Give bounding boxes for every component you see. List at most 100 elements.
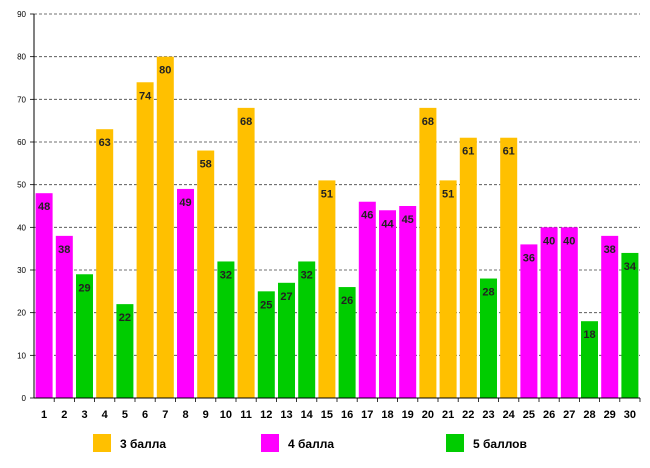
- y-tick-label: 10: [17, 351, 26, 360]
- data-label: 40: [563, 235, 575, 247]
- bar: [318, 180, 336, 398]
- x-tick-label: 7: [162, 409, 168, 421]
- bar: [621, 252, 639, 398]
- x-tick-label: 23: [482, 409, 494, 421]
- x-tick-label: 13: [280, 409, 292, 421]
- y-tick-label: 40: [17, 223, 26, 232]
- data-label: 44: [381, 218, 394, 230]
- legend-label: 5 баллов: [473, 437, 527, 451]
- x-tick-label: 19: [402, 409, 414, 421]
- x-tick-label: 12: [260, 409, 272, 421]
- bar: [358, 201, 376, 398]
- bar: [197, 150, 215, 398]
- data-label: 32: [301, 269, 313, 281]
- x-tick-label: 26: [543, 409, 555, 421]
- bar: [500, 137, 518, 398]
- x-tick-label: 21: [442, 409, 454, 421]
- y-tick-label: 50: [17, 181, 26, 190]
- data-label: 48: [38, 201, 50, 213]
- data-label: 68: [240, 116, 252, 128]
- bars: 48 38 29 63 22 74 80 49 58 32 68 25 27 32 51 26 46 44 45 68…: [35, 56, 639, 399]
- x-tick-label: 4: [102, 409, 109, 421]
- data-label: 18: [583, 329, 595, 341]
- x-tick-label: 15: [321, 409, 333, 421]
- bar: [278, 282, 295, 398]
- x-tick-label: 28: [583, 409, 595, 421]
- data-label: 49: [179, 197, 191, 209]
- data-label: 74: [139, 90, 152, 102]
- data-label: 32: [220, 269, 232, 281]
- bar: [257, 291, 275, 398]
- bar: [177, 188, 194, 398]
- x-tick-label: 16: [341, 409, 353, 421]
- bar: [601, 235, 619, 398]
- bar: [116, 304, 134, 398]
- bar: [581, 321, 598, 398]
- x-tick-label: 9: [203, 409, 209, 421]
- x-tick-label: 8: [182, 409, 188, 421]
- data-label: 61: [462, 146, 474, 158]
- x-tick-label: 11: [240, 409, 252, 421]
- data-label: 38: [604, 244, 616, 256]
- data-label: 40: [543, 235, 555, 247]
- data-label: 46: [361, 210, 373, 222]
- x-tick-label: 1: [41, 409, 47, 421]
- y-tick-label: 70: [17, 95, 26, 104]
- legend-label: 4 балла: [288, 437, 334, 451]
- bar: [298, 261, 316, 398]
- x-tick-label: 14: [301, 409, 314, 421]
- bar: [35, 193, 53, 398]
- data-label: 26: [341, 295, 353, 307]
- data-label: 63: [99, 137, 111, 149]
- legend-swatch: [93, 434, 111, 452]
- bar: [459, 137, 477, 398]
- x-tick-label: 10: [220, 409, 232, 421]
- bar: [96, 129, 114, 398]
- bar: [55, 235, 73, 398]
- bar: [379, 210, 396, 398]
- legend-swatch: [261, 434, 279, 452]
- bar: [520, 244, 538, 398]
- x-tick-label: 24: [503, 409, 516, 421]
- data-label: 80: [159, 65, 171, 77]
- x-tick-label: 30: [624, 409, 636, 421]
- bar: [560, 227, 578, 398]
- data-label: 28: [482, 287, 494, 299]
- x-tick-label: 27: [563, 409, 575, 421]
- x-tick-label: 3: [81, 409, 87, 421]
- y-tick-label: 0: [22, 394, 27, 403]
- data-label: 29: [78, 282, 90, 294]
- legend-label: 3 балла: [120, 437, 166, 451]
- x-tick-label: 6: [142, 409, 148, 421]
- bar: [217, 261, 235, 398]
- y-tick-label: 20: [17, 309, 26, 318]
- data-label: 38: [58, 244, 70, 256]
- x-tick-label: 2: [61, 409, 67, 421]
- bar: [136, 82, 154, 399]
- y-tick-label: 80: [17, 53, 26, 62]
- bar: [338, 287, 356, 398]
- data-label: 51: [442, 188, 454, 200]
- data-label: 22: [119, 312, 131, 324]
- bar: [399, 206, 417, 398]
- y-axis-ticks: 0 10 20 30 40 50 60 70 80 90: [17, 10, 34, 403]
- grid-lines: [34, 13, 640, 356]
- x-tick-label: 25: [523, 409, 535, 421]
- bar: [237, 107, 255, 398]
- data-label: 25: [260, 299, 272, 311]
- bar: [156, 56, 174, 399]
- data-label: 34: [624, 261, 637, 273]
- bar: [439, 180, 457, 398]
- y-tick-label: 30: [17, 266, 26, 275]
- legend: 3 балла 4 балла 5 баллов: [93, 434, 527, 452]
- x-tick-label: 22: [462, 409, 474, 421]
- x-tick-label: 18: [381, 409, 393, 421]
- bar: [540, 227, 558, 398]
- data-label: 36: [523, 252, 535, 264]
- data-label: 61: [503, 146, 515, 158]
- bar: [76, 274, 93, 398]
- y-tick-label: 60: [17, 138, 26, 147]
- legend-swatch: [446, 434, 464, 452]
- data-label: 27: [280, 291, 292, 303]
